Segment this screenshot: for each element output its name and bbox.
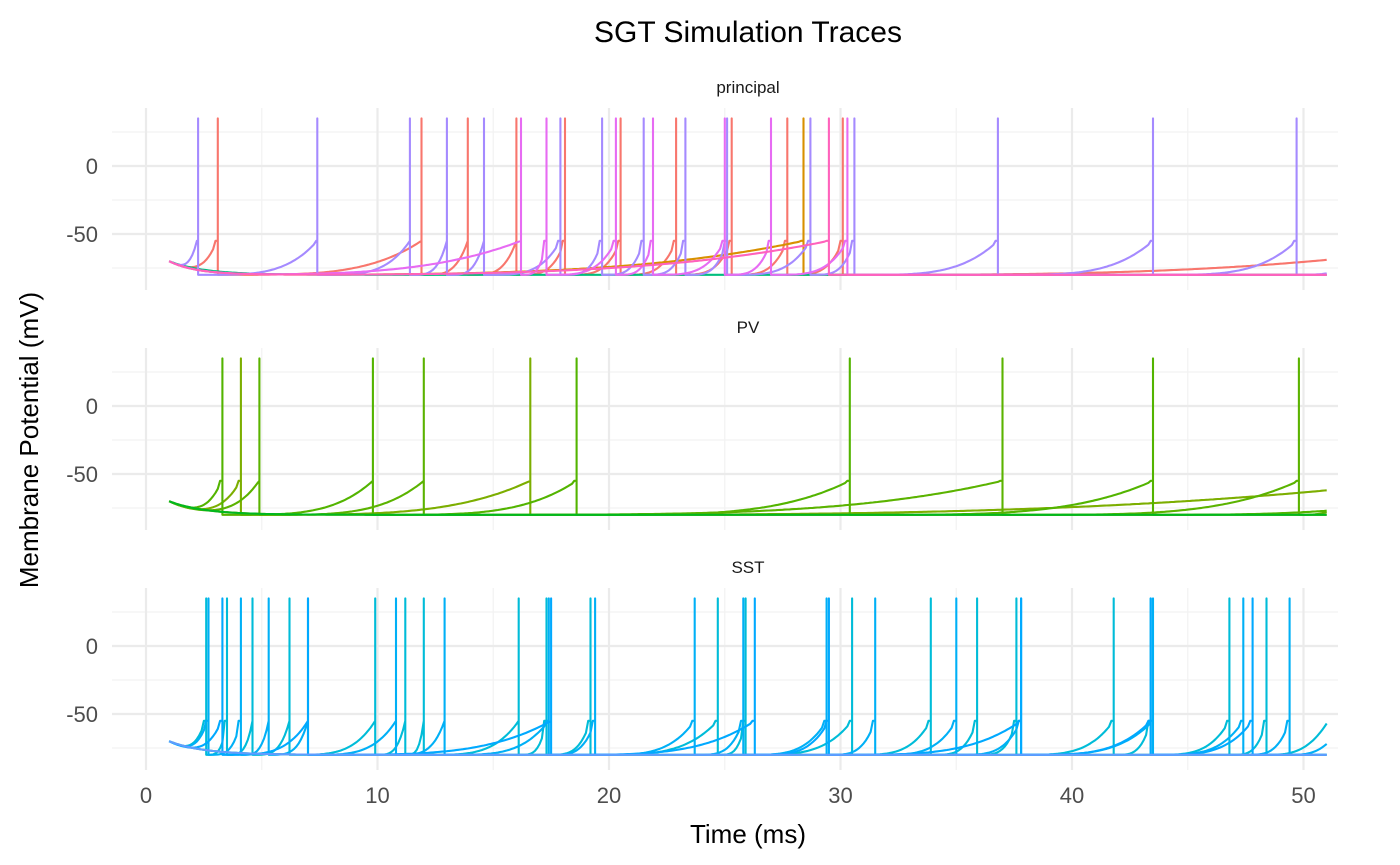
- trace-pv-5: [168, 500, 1327, 516]
- x-tick-label: 40: [1060, 783, 1084, 808]
- strip-label-pv: PV: [737, 318, 760, 337]
- x-tick-label: 50: [1291, 783, 1315, 808]
- strip-label-principal: principal: [716, 78, 779, 97]
- y-axis-title: Membrane Potential (mV): [14, 292, 44, 588]
- y-tick-label: 0: [86, 394, 98, 419]
- grid-sst: [112, 588, 1338, 770]
- traces-pv: [168, 357, 1327, 516]
- trace-sst-3: [168, 597, 1328, 756]
- x-tick-label: 10: [365, 783, 389, 808]
- y-tick-labels-sst: 0 -50: [66, 634, 98, 727]
- x-tick-label: 0: [140, 783, 152, 808]
- panel-pv: PV 0 -50: [66, 318, 1338, 530]
- strip-label-sst: SST: [731, 558, 764, 577]
- trace-principal-6: [168, 117, 1327, 276]
- trace-sst-5: [168, 740, 1327, 756]
- x-tick-label: 20: [597, 783, 621, 808]
- y-tick-labels-pv: 0 -50: [66, 394, 98, 487]
- y-tick-label: 0: [86, 154, 98, 179]
- panel-sst: SST 0 -50: [66, 558, 1338, 770]
- y-tick-label: -50: [66, 462, 98, 487]
- y-tick-label: 0: [86, 634, 98, 659]
- trace-pv-4: [168, 357, 1327, 516]
- y-tick-label: -50: [66, 222, 98, 247]
- x-axis-title: Time (ms): [690, 819, 806, 849]
- y-tick-label: -50: [66, 702, 98, 727]
- traces-principal: [168, 117, 1327, 276]
- traces-sst: [168, 597, 1328, 756]
- chart-title: SGT Simulation Traces: [594, 16, 902, 49]
- grid-pv: [112, 348, 1338, 530]
- trace-pv-3: [168, 357, 1327, 516]
- panel-principal: principal 0 -50: [66, 78, 1338, 290]
- x-axis: 0 10 20 30 40 50: [140, 783, 1316, 808]
- y-tick-labels-principal: 0 -50: [66, 154, 98, 247]
- x-tick-label: 30: [828, 783, 852, 808]
